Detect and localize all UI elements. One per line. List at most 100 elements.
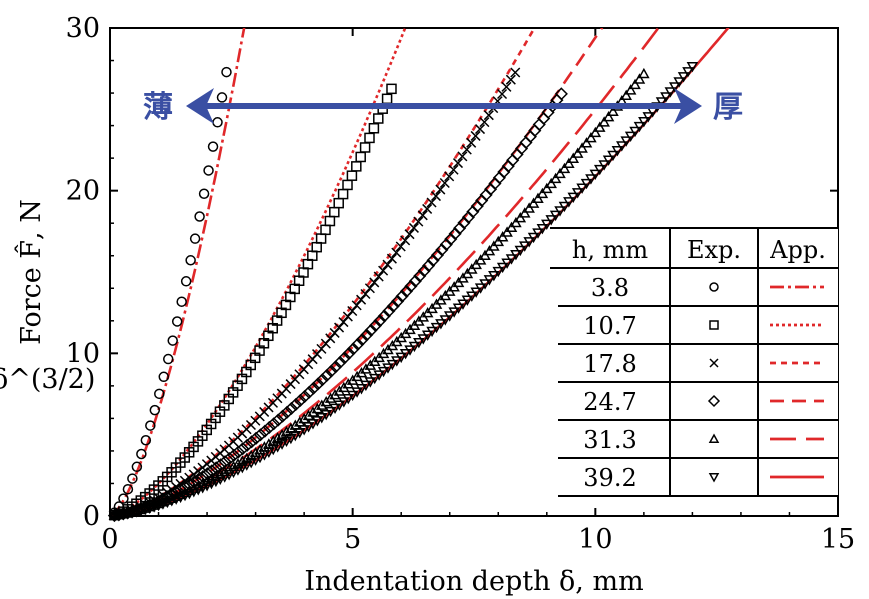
exp-point-31.3 <box>518 207 531 218</box>
table-h-value: 39.2 <box>583 464 636 492</box>
exp-point-24.7 <box>364 323 378 337</box>
exp-point-10.7 <box>346 170 358 181</box>
exp-point-24.7 <box>245 435 259 449</box>
exp-point-24.7 <box>360 328 374 342</box>
exp-point-24.7 <box>342 346 356 360</box>
exp-point-31.3 <box>523 202 535 213</box>
x-tick-label: 15 <box>821 524 855 555</box>
table-marker <box>707 394 721 408</box>
x-tick-label: 0 <box>101 524 118 555</box>
exp-point-17.8 <box>497 88 508 100</box>
exp-point-17.8 <box>474 124 486 135</box>
exp-point-39.2 <box>620 136 632 147</box>
table-h-value: 24.7 <box>583 388 636 416</box>
exp-point-17.8 <box>395 241 406 252</box>
exp-point-39.2 <box>324 406 337 418</box>
exp-point-39.2 <box>593 164 606 176</box>
exp-point-24.7 <box>320 368 334 383</box>
exp-point-3.8 <box>145 420 156 431</box>
exp-point-39.2 <box>664 87 677 98</box>
exp-point-3.8 <box>176 296 187 307</box>
exp-point-17.8 <box>408 222 419 233</box>
exp-point-17.8 <box>378 265 389 276</box>
exp-point-39.2 <box>227 467 240 479</box>
exp-point-31.3 <box>638 67 650 79</box>
table-h-value: 10.7 <box>583 312 636 340</box>
exp-point-31.3 <box>585 131 597 143</box>
exp-point-39.2 <box>377 366 390 378</box>
exp-point-24.7 <box>249 431 263 445</box>
arrow-head-left <box>186 88 214 124</box>
exp-point-10.7 <box>368 122 380 134</box>
exp-point-39.2 <box>527 232 540 244</box>
legend-table: h, mm Exp. App. 3.8 10.7 17.8 24.7 31.3 39.2 <box>550 227 838 497</box>
exp-point-24.7 <box>377 309 391 323</box>
exp-point-31.3 <box>598 116 610 127</box>
exp-point-17.8 <box>466 137 477 148</box>
exp-point-39.2 <box>611 145 624 157</box>
exp-point-31.3 <box>267 435 280 446</box>
exp-point-31.3 <box>558 162 571 174</box>
exp-point-17.8 <box>364 283 375 294</box>
exp-point-24.7 <box>262 420 276 435</box>
exp-point-24.7 <box>351 337 365 351</box>
exp-point-39.2 <box>567 192 580 204</box>
exp-point-10.7 <box>329 206 340 218</box>
exp-point-17.8 <box>382 259 393 270</box>
exp-point-39.2 <box>589 169 602 180</box>
exp-point-39.2 <box>373 370 385 381</box>
table-marker <box>708 473 720 483</box>
y-tick-label: 10 <box>66 338 100 369</box>
exp-point-17.8 <box>188 469 199 480</box>
exp-point-3.8 <box>136 448 147 460</box>
exp-point-10.7 <box>373 113 384 124</box>
exp-point-39.2 <box>201 481 213 492</box>
exp-point-24.7 <box>227 448 241 462</box>
exp-point-17.8 <box>501 81 512 92</box>
exp-point-3.8 <box>198 188 210 200</box>
exp-point-17.8 <box>391 247 402 258</box>
exp-point-24.7 <box>448 227 462 241</box>
exp-point-39.2 <box>461 295 474 306</box>
exp-point-39.2 <box>457 299 469 310</box>
exp-point-39.2 <box>554 206 566 217</box>
exp-point-24.7 <box>417 264 431 278</box>
exp-point-17.8 <box>360 288 371 300</box>
exp-point-31.3 <box>633 73 646 84</box>
exp-point-39.2 <box>492 266 505 278</box>
app-curve-3.8 <box>110 28 246 516</box>
exp-point-17.8 <box>479 117 490 128</box>
exp-point-39.2 <box>285 433 297 445</box>
exp-point-39.2 <box>439 315 452 326</box>
exp-point-39.2 <box>571 188 584 199</box>
exp-point-3.8 <box>140 434 152 446</box>
exp-point-39.2 <box>395 352 407 364</box>
exp-point-39.2 <box>223 470 235 481</box>
exp-point-24.7 <box>453 221 467 235</box>
exp-point-10.7 <box>307 250 318 261</box>
exp-point-39.2 <box>638 117 650 128</box>
table-header: h, mm <box>572 236 648 264</box>
axis-ticks: 0 5 10 15 0 10 20 30 <box>66 13 856 555</box>
x-tick-label: 10 <box>578 524 612 555</box>
exp-point-31.3 <box>527 197 540 208</box>
exp-point-39.2 <box>183 489 196 500</box>
exp-point-3.8 <box>189 233 201 244</box>
exp-point-3.8 <box>118 493 129 504</box>
x-axis-label: Indentation depth δ, mm <box>304 566 643 597</box>
exp-point-39.2 <box>430 322 443 334</box>
exp-point-39.2 <box>602 155 615 166</box>
exp-point-39.2 <box>505 254 518 265</box>
exp-point-31.3 <box>576 142 588 153</box>
x-tick-label: 5 <box>344 524 361 555</box>
exp-point-24.7 <box>315 373 329 387</box>
exp-point-10.7 <box>355 151 366 163</box>
exp-point-39.2 <box>368 373 381 385</box>
exp-point-3.8 <box>171 316 183 327</box>
exp-point-3.8 <box>185 255 196 266</box>
exp-point-24.7 <box>444 232 458 246</box>
exp-point-39.2 <box>483 275 496 286</box>
exp-point-24.7 <box>413 269 427 283</box>
exp-point-39.2 <box>598 160 610 171</box>
